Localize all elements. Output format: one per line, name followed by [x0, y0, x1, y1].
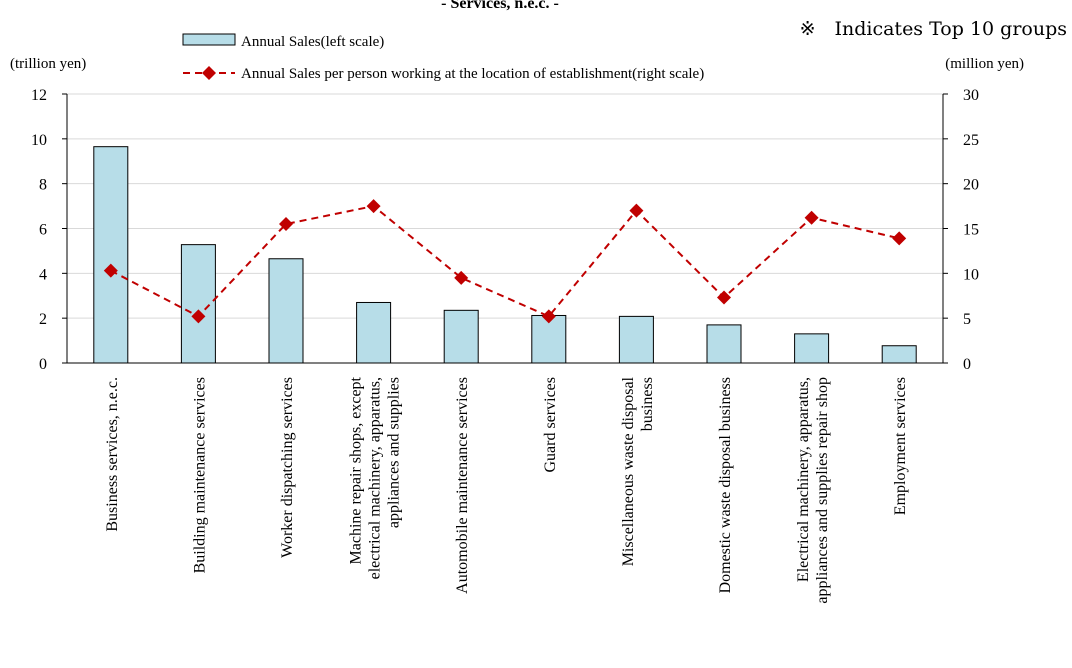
legend-line-marker: [202, 66, 216, 80]
category-labels: Business services, n.e.c. Building mainte…: [104, 376, 909, 603]
bar: [180, 244, 216, 364]
bar: [881, 345, 917, 364]
category-label-line: Miscellaneous waste disposal: [620, 376, 637, 566]
bar: [268, 258, 304, 364]
category-label-line: Machine repair shops, except: [348, 376, 365, 564]
category-label-line: appliances and supplies: [386, 377, 403, 528]
line-point: [366, 199, 381, 214]
right-axis-ticks: 0 5 10 15 20 25 30: [943, 87, 979, 373]
right-tick-label: 15: [963, 222, 979, 239]
left-tick-label: 0: [39, 356, 47, 373]
legend: Annual Sales(left scale) Annual Sales pe…: [182, 33, 704, 82]
bar: [794, 333, 830, 364]
line-point: [103, 263, 118, 278]
bar: [618, 315, 654, 364]
left-axis-unit: (trillion yen): [10, 56, 86, 72]
category-label: Worker dispatching services: [279, 377, 296, 558]
category-label-line: Guard services: [542, 377, 559, 473]
series-line: [110, 205, 900, 318]
line-point: [279, 217, 293, 232]
category-label: Business services, n.e.c.: [104, 377, 121, 532]
right-tick-label: 0: [963, 356, 971, 373]
category-label: Machine repair shops, except electrical m…: [348, 376, 403, 579]
right-tick-label: 30: [963, 87, 979, 104]
category-label: Electrical machinery, apparatus, applianc…: [795, 377, 831, 604]
line-point: [629, 203, 644, 218]
bar: [443, 309, 479, 364]
category-label-line: Electrical machinery, apparatus,: [795, 377, 812, 582]
category-label-line: Automobile maintenance services: [454, 377, 471, 594]
left-tick-label: 8: [39, 177, 47, 194]
left-axis-ticks: 0 2 4 6 8 10 12: [31, 87, 67, 373]
line-point: [717, 290, 731, 305]
bar: [93, 146, 129, 364]
category-label: Guard services: [542, 377, 559, 473]
category-label-line: Business services, n.e.c.: [104, 377, 121, 532]
bar: [356, 301, 392, 364]
left-tick-label: 10: [31, 132, 47, 149]
category-label-line: appliances and supplies repair shop: [814, 377, 831, 604]
left-tick-label: 12: [31, 87, 47, 104]
line-point: [191, 309, 206, 324]
right-tick-label: 20: [963, 177, 979, 194]
bar-series: [93, 146, 917, 364]
category-label-line: business: [639, 377, 656, 431]
top10-note: ※ Indicates Top 10 groups: [800, 18, 1067, 40]
category-label-line: Worker dispatching services: [279, 377, 296, 558]
legend-bar-swatch: [182, 33, 236, 46]
category-label: Domestic waste disposal business: [717, 377, 734, 593]
category-label-line: Building maintenance services: [191, 377, 208, 573]
right-tick-label: 10: [963, 266, 979, 283]
line-point: [892, 231, 907, 246]
line-series: [103, 199, 907, 324]
category-label: Building maintenance services: [191, 377, 208, 573]
chart-title: - Services, n.e.c. -: [441, 0, 559, 12]
category-label-line: Domestic waste disposal business: [717, 377, 734, 593]
left-tick-label: 4: [39, 266, 47, 283]
bar: [706, 324, 742, 364]
category-label-line: Employment services: [892, 377, 909, 515]
left-tick-label: 6: [39, 222, 47, 239]
category-label: Employment services: [892, 377, 909, 515]
category-label: Miscellaneous waste disposal business: [620, 376, 656, 566]
line-point: [541, 309, 556, 324]
right-axis-unit: (million yen): [945, 56, 1024, 72]
legend-line-label: Annual Sales per person working at the l…: [241, 66, 704, 82]
right-tick-label: 5: [963, 311, 971, 328]
category-label-line: electrical machinery, apparatus,: [367, 377, 384, 579]
right-tick-label: 25: [963, 132, 979, 149]
left-tick-label: 2: [39, 311, 47, 328]
legend-bar-label: Annual Sales(left scale): [241, 34, 384, 50]
line-point: [804, 210, 819, 225]
line-point: [454, 270, 469, 285]
category-label: Automobile maintenance services: [454, 377, 471, 594]
